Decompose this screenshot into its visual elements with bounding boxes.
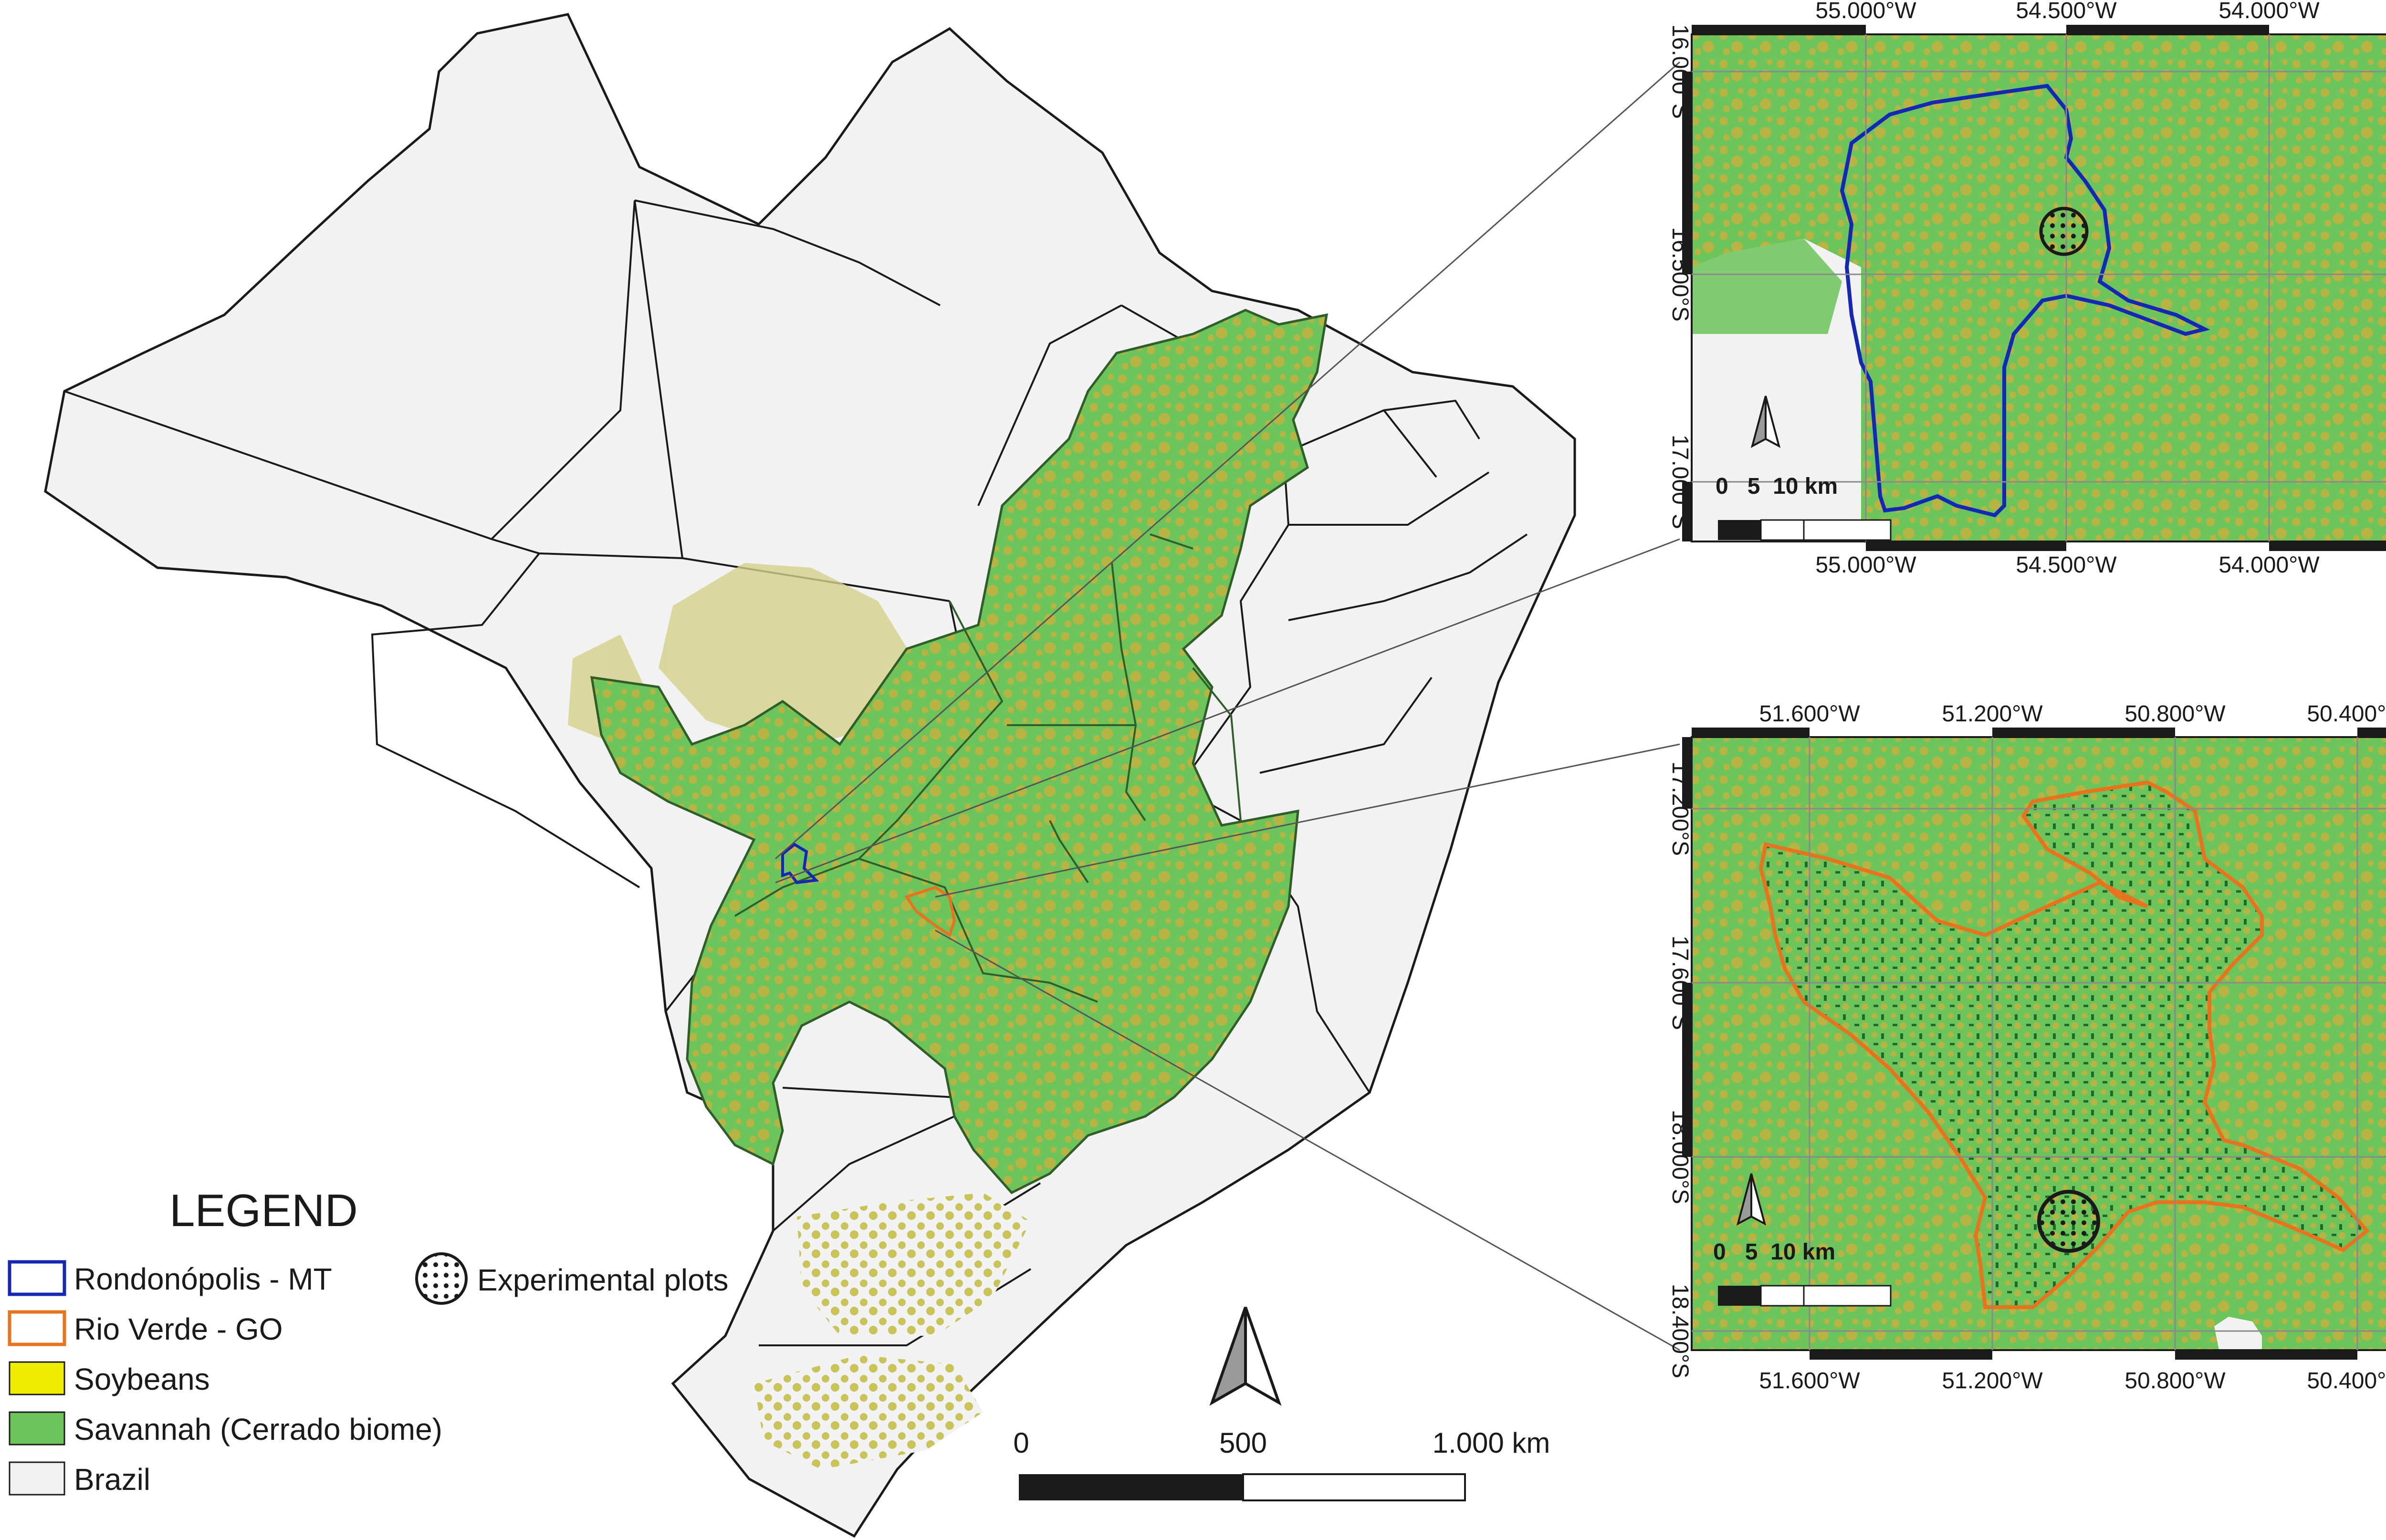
inset-top-scalebar: 0 5 10 km xyxy=(1716,474,1892,541)
lon-label-bottom-1: 55.000°W xyxy=(1815,552,1916,578)
lat-label-left-4: 18.400°S xyxy=(1667,1284,1693,1378)
soy-areas-south xyxy=(754,1193,1031,1469)
legend-label-rio-verde: Rio Verde - GO xyxy=(74,1312,283,1346)
main-scale-tick-500: 500 xyxy=(1219,1427,1267,1459)
north-arrow-icon xyxy=(1209,1307,1282,1406)
legend-label-brazil: Brazil xyxy=(74,1462,150,1497)
cerrado-biome xyxy=(590,309,1329,1195)
legend-swatch-cerrado xyxy=(9,1411,65,1446)
experimental-plots-icon xyxy=(415,1252,468,1305)
inset-bottom-lon-top: 51.600°W 51.200°W 50.800°W 50.400°W xyxy=(1759,701,2386,727)
lon-label-bottom-3: 50.800°W xyxy=(2124,1368,2226,1394)
legend: LEGEND Rondonópolis - MT Rio Verde - GO … xyxy=(8,1185,728,1497)
legend-swatch-brazil xyxy=(9,1461,65,1496)
lat-label-left-1: 16.000°S xyxy=(1667,24,1693,119)
inset-bottom-scale-label: 0 5 10 km xyxy=(1713,1239,1835,1265)
inset-rio-verde: 0 5 10 km 51.600°W 51.200°W 50.800°W 50.… xyxy=(1667,701,2386,1394)
inset-rondonopolis: 0 5 10 km 55.000°W 54.500°W 54.000°W 55.… xyxy=(1667,0,2386,578)
inset-bottom-lon-bottom: 51.600°W 51.200°W 50.800°W 50.400°W xyxy=(1759,1368,2386,1394)
legend-swatch-rio-verde xyxy=(8,1310,66,1346)
lon-label-bottom-2: 51.200°W xyxy=(1942,1368,2043,1394)
inset-bottom-scalebar: 0 5 10 km xyxy=(1713,1239,1892,1307)
legend-swatch-soybeans xyxy=(9,1361,65,1395)
rondonopolis-inset-outline xyxy=(1840,83,2210,518)
cerrado-state-lines xyxy=(734,533,1242,1003)
rio-verde-main-outline xyxy=(904,885,956,937)
rio-verde-inset-fill xyxy=(1758,780,2370,1309)
inset-bottom-graticule xyxy=(1692,737,2386,1350)
inset-top-graticule xyxy=(1692,34,2386,541)
legend-label-cerrado: Savannah (Cerrado biome) xyxy=(74,1412,442,1446)
leader-lines xyxy=(775,61,1680,1351)
lon-label-top-1: 51.600°W xyxy=(1759,701,1860,727)
legend-swatch-rondonopolis xyxy=(8,1260,66,1296)
lon-label-bottom-4: 50.400°W xyxy=(2307,1368,2386,1394)
experimental-plots-icon xyxy=(2037,1190,2100,1253)
lon-label-bottom-3: 54.000°W xyxy=(2219,552,2320,578)
brazil-map xyxy=(44,13,1680,1538)
inset-top-frame-ticks xyxy=(1682,25,2386,551)
legend-label-soybeans: Soybeans xyxy=(74,1362,210,1396)
inset-bottom-lat-left: 17.200°S 17.600°S 18.000°S 18.400°S xyxy=(1667,761,1693,1378)
inset-top-lon-bottom: 55.000°W 54.500°W 54.000°W xyxy=(1815,552,2320,578)
lat-label-left-3: 18.000°S xyxy=(1667,1110,1693,1204)
legend-label-rondonopolis: Rondonópolis - MT xyxy=(74,1262,332,1296)
lon-label-top-1: 55.000°W xyxy=(1815,0,1916,23)
inset-top-scale-label: 0 5 10 km xyxy=(1716,474,1838,499)
lon-label-bottom-2: 54.500°W xyxy=(2016,552,2117,578)
legend-title: LEGEND xyxy=(169,1185,358,1236)
lon-label-top-4: 50.400°W xyxy=(2307,701,2386,727)
north-arrow-icon xyxy=(1750,395,1781,448)
lat-label-left-3: 17.000°S xyxy=(1667,435,1693,529)
rondonopolis-main-outline xyxy=(781,843,819,884)
inset-bottom-frame-ticks xyxy=(1682,728,2386,1360)
inset-top-lon-top: 55.000°W 54.500°W 54.000°W xyxy=(1815,0,2320,23)
legend-label-experimental-plots: Experimental plots xyxy=(477,1263,728,1297)
main-scale-tick-0: 0 xyxy=(1013,1427,1029,1459)
lat-label-left-2: 17.600°S xyxy=(1667,936,1693,1030)
inset-top-lat-left: 16.000°S 16.500°S 17.000°S xyxy=(1667,24,1693,529)
lon-label-top-2: 54.500°W xyxy=(2016,0,2117,23)
north-arrow-icon xyxy=(1736,1173,1767,1226)
lat-label-left-2: 16.500°S xyxy=(1667,227,1693,322)
lon-label-top-3: 54.000°W xyxy=(2219,0,2320,23)
main-scalebar: 0 500 1.000 km xyxy=(1013,1427,1550,1501)
lon-label-bottom-1: 51.600°W xyxy=(1759,1368,1860,1394)
lon-label-top-3: 50.800°W xyxy=(2124,701,2226,727)
lat-label-left-1: 17.200°S xyxy=(1667,761,1693,856)
main-scale-tick-1000: 1.000 km xyxy=(1433,1427,1550,1459)
lon-label-top-2: 51.200°W xyxy=(1942,701,2043,727)
experimental-plots-icon xyxy=(2039,207,2089,256)
